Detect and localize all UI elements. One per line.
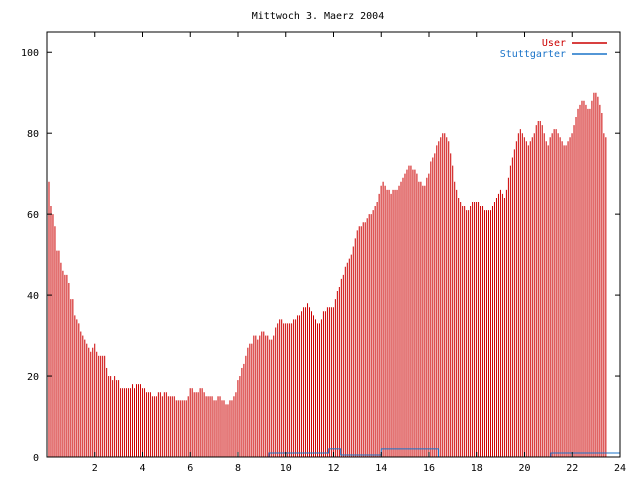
legend-label-stuttgarter: Stuttgarter (500, 49, 566, 60)
x-tick-label: 16 (423, 463, 435, 474)
x-tick-label: 4 (139, 463, 145, 474)
x-tick-label: 2 (92, 463, 98, 474)
x-tick-label: 6 (187, 463, 193, 474)
x-tick-label: 10 (280, 463, 292, 474)
x-tick-label: 22 (566, 463, 578, 474)
x-tick-label: 20 (518, 463, 530, 474)
chart-title: Mittwoch 3. Maerz 2004 (252, 11, 384, 22)
x-tick-label: 8 (235, 463, 241, 474)
y-tick-label: 0 (33, 453, 39, 464)
x-tick-label: 12 (327, 463, 339, 474)
x-tick-label: 18 (471, 463, 483, 474)
legend: User Stuttgarter (500, 38, 607, 60)
y-tick-label: 100 (21, 48, 39, 59)
legend-label-user: User (542, 38, 566, 49)
y-tick-label: 60 (27, 210, 39, 221)
x-tick-label: 24 (614, 463, 626, 474)
y-tick-label: 40 (27, 291, 39, 302)
plot-area (46, 92, 620, 458)
y-tick-label: 20 (27, 372, 39, 383)
y-tick-label: 80 (27, 129, 39, 140)
x-tick-label: 14 (375, 463, 387, 474)
